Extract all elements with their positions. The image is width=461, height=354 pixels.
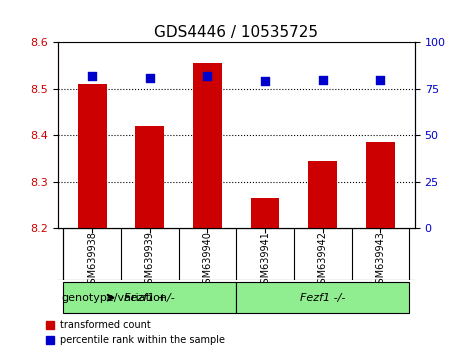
Bar [136, 126, 164, 228]
Point [204, 73, 211, 79]
Point [319, 77, 326, 82]
Text: genotype/variation: genotype/variation [61, 293, 167, 303]
Text: GSM639942: GSM639942 [318, 231, 328, 290]
FancyBboxPatch shape [236, 282, 409, 313]
Bar [366, 142, 395, 228]
Text: GSM639943: GSM639943 [375, 231, 385, 290]
Point [89, 73, 96, 79]
Point [261, 79, 269, 84]
Bar [193, 63, 222, 228]
Text: GSM639940: GSM639940 [202, 231, 213, 290]
Text: Fezf1 +/-: Fezf1 +/- [124, 293, 175, 303]
Text: GSM639941: GSM639941 [260, 231, 270, 290]
FancyBboxPatch shape [64, 282, 236, 313]
Point [146, 75, 154, 81]
Bar [251, 198, 279, 228]
Text: GSM639938: GSM639938 [87, 231, 97, 290]
Bar [78, 84, 106, 228]
Title: GDS4446 / 10535725: GDS4446 / 10535725 [154, 25, 318, 40]
Bar [308, 161, 337, 228]
Text: GSM639939: GSM639939 [145, 231, 155, 290]
Point [377, 77, 384, 82]
Legend: transformed count, percentile rank within the sample: transformed count, percentile rank withi… [42, 316, 229, 349]
Text: Fezf1 -/-: Fezf1 -/- [300, 293, 345, 303]
